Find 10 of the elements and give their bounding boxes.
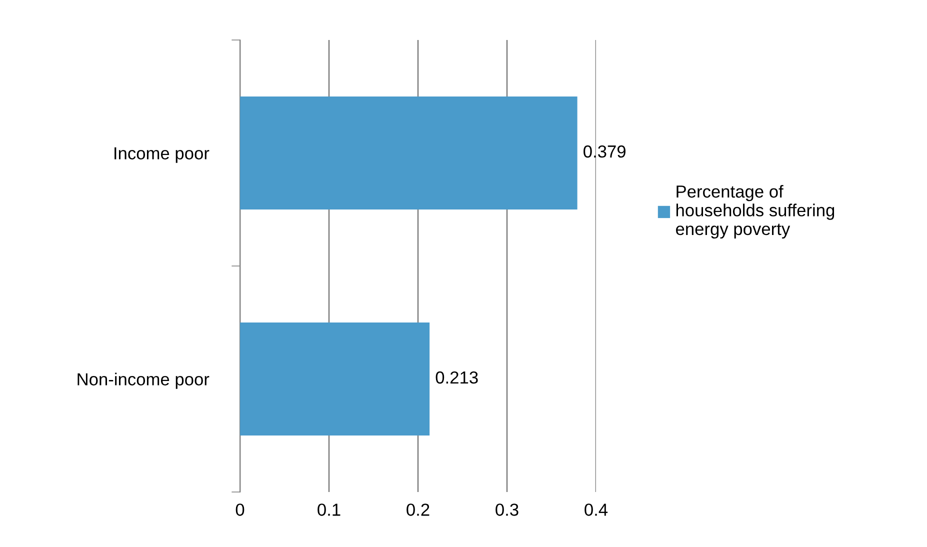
data-label: 0.379 <box>584 145 626 158</box>
x-tick-label: 0.4 <box>584 504 608 516</box>
y-tick-label: Income poor <box>114 147 210 163</box>
x-tick-label: 0.2 <box>406 504 430 516</box>
x-tick-label: 0.3 <box>496 504 518 516</box>
y-tick-label: Non-income poor <box>78 372 210 389</box>
x-tick-label: 0.1 <box>318 504 340 516</box>
x-tick-label: 0 <box>236 504 244 516</box>
data-label: 0.213 <box>436 371 478 384</box>
legend-label: Percentage of households suffering energy poverty <box>676 184 834 239</box>
